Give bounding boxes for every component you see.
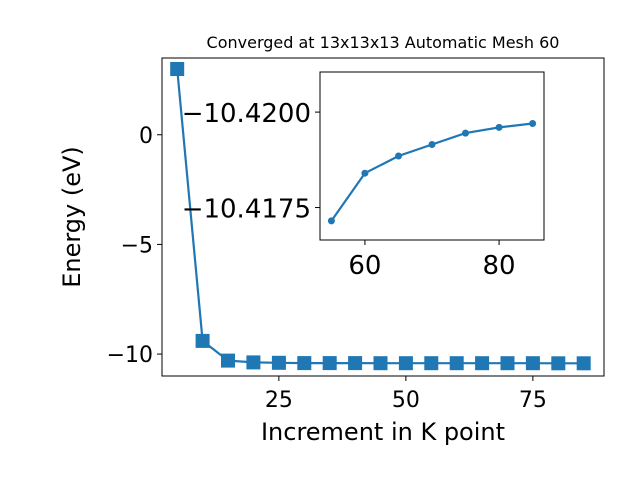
inset-data-point <box>327 217 335 225</box>
main-y-ticks: 0 −5 −10 <box>107 124 162 368</box>
main-data-point <box>551 356 566 371</box>
inset-y-tick-label: −10.4175 <box>182 195 311 225</box>
inset-data-point <box>361 169 369 177</box>
main-x-tick-label: 75 <box>519 388 547 413</box>
inset-y-tick-label: −10.4200 <box>182 99 311 129</box>
main-x-tick-label: 50 <box>392 388 420 413</box>
main-marks <box>170 62 591 371</box>
main-y-tick-label: −10 <box>107 343 153 368</box>
inset-data-point <box>395 152 402 160</box>
main-plot: 25 50 75 0 −5 −10 Converged at 13x13x13 Auto… <box>58 33 605 446</box>
main-data-point <box>475 356 490 371</box>
main-data-point <box>449 356 464 371</box>
inset-x-tick-label: 60 <box>348 251 381 281</box>
main-data-point <box>373 356 388 371</box>
main-data-point <box>348 356 363 371</box>
inset-x-ticks: 60 80 <box>348 240 516 281</box>
main-data-point <box>424 356 439 371</box>
y-axis-label: Energy (eV) <box>58 146 86 288</box>
main-plot-frame <box>161 57 605 377</box>
main-x-ticks: 25 50 75 <box>265 376 547 413</box>
main-data-point <box>398 356 413 371</box>
inset-plot-frame <box>319 71 545 241</box>
inset-marks <box>327 120 537 225</box>
main-data-point <box>170 62 185 76</box>
inset-data-point <box>529 120 537 127</box>
inset-y-ticks: −10.4200 −10.4175 <box>182 99 320 225</box>
main-data-point <box>297 356 312 371</box>
inset-data-point <box>462 129 469 137</box>
main-data-point <box>246 355 261 370</box>
main-y-tick-label: −5 <box>121 233 153 258</box>
main-data-point <box>271 355 286 370</box>
main-data-point <box>576 356 591 371</box>
inset-x-tick-label: 80 <box>483 251 516 281</box>
inset-plot-background <box>320 72 544 240</box>
main-data-point <box>195 333 210 348</box>
main-data-point <box>500 356 515 371</box>
chart-title: Converged at 13x13x13 Automatic Mesh 60 <box>207 33 560 52</box>
inset-data-point <box>495 123 503 131</box>
main-y-tick-label: 0 <box>139 124 153 149</box>
inset-plot: 60 80 −10.4200 −10.4175 <box>182 71 545 281</box>
main-data-point <box>525 356 540 371</box>
x-axis-label: Increment in K point <box>261 418 505 446</box>
main-data-point <box>221 353 235 368</box>
main-x-tick-label: 25 <box>265 388 293 413</box>
main-data-point <box>322 356 337 371</box>
inset-data-point <box>428 141 436 148</box>
